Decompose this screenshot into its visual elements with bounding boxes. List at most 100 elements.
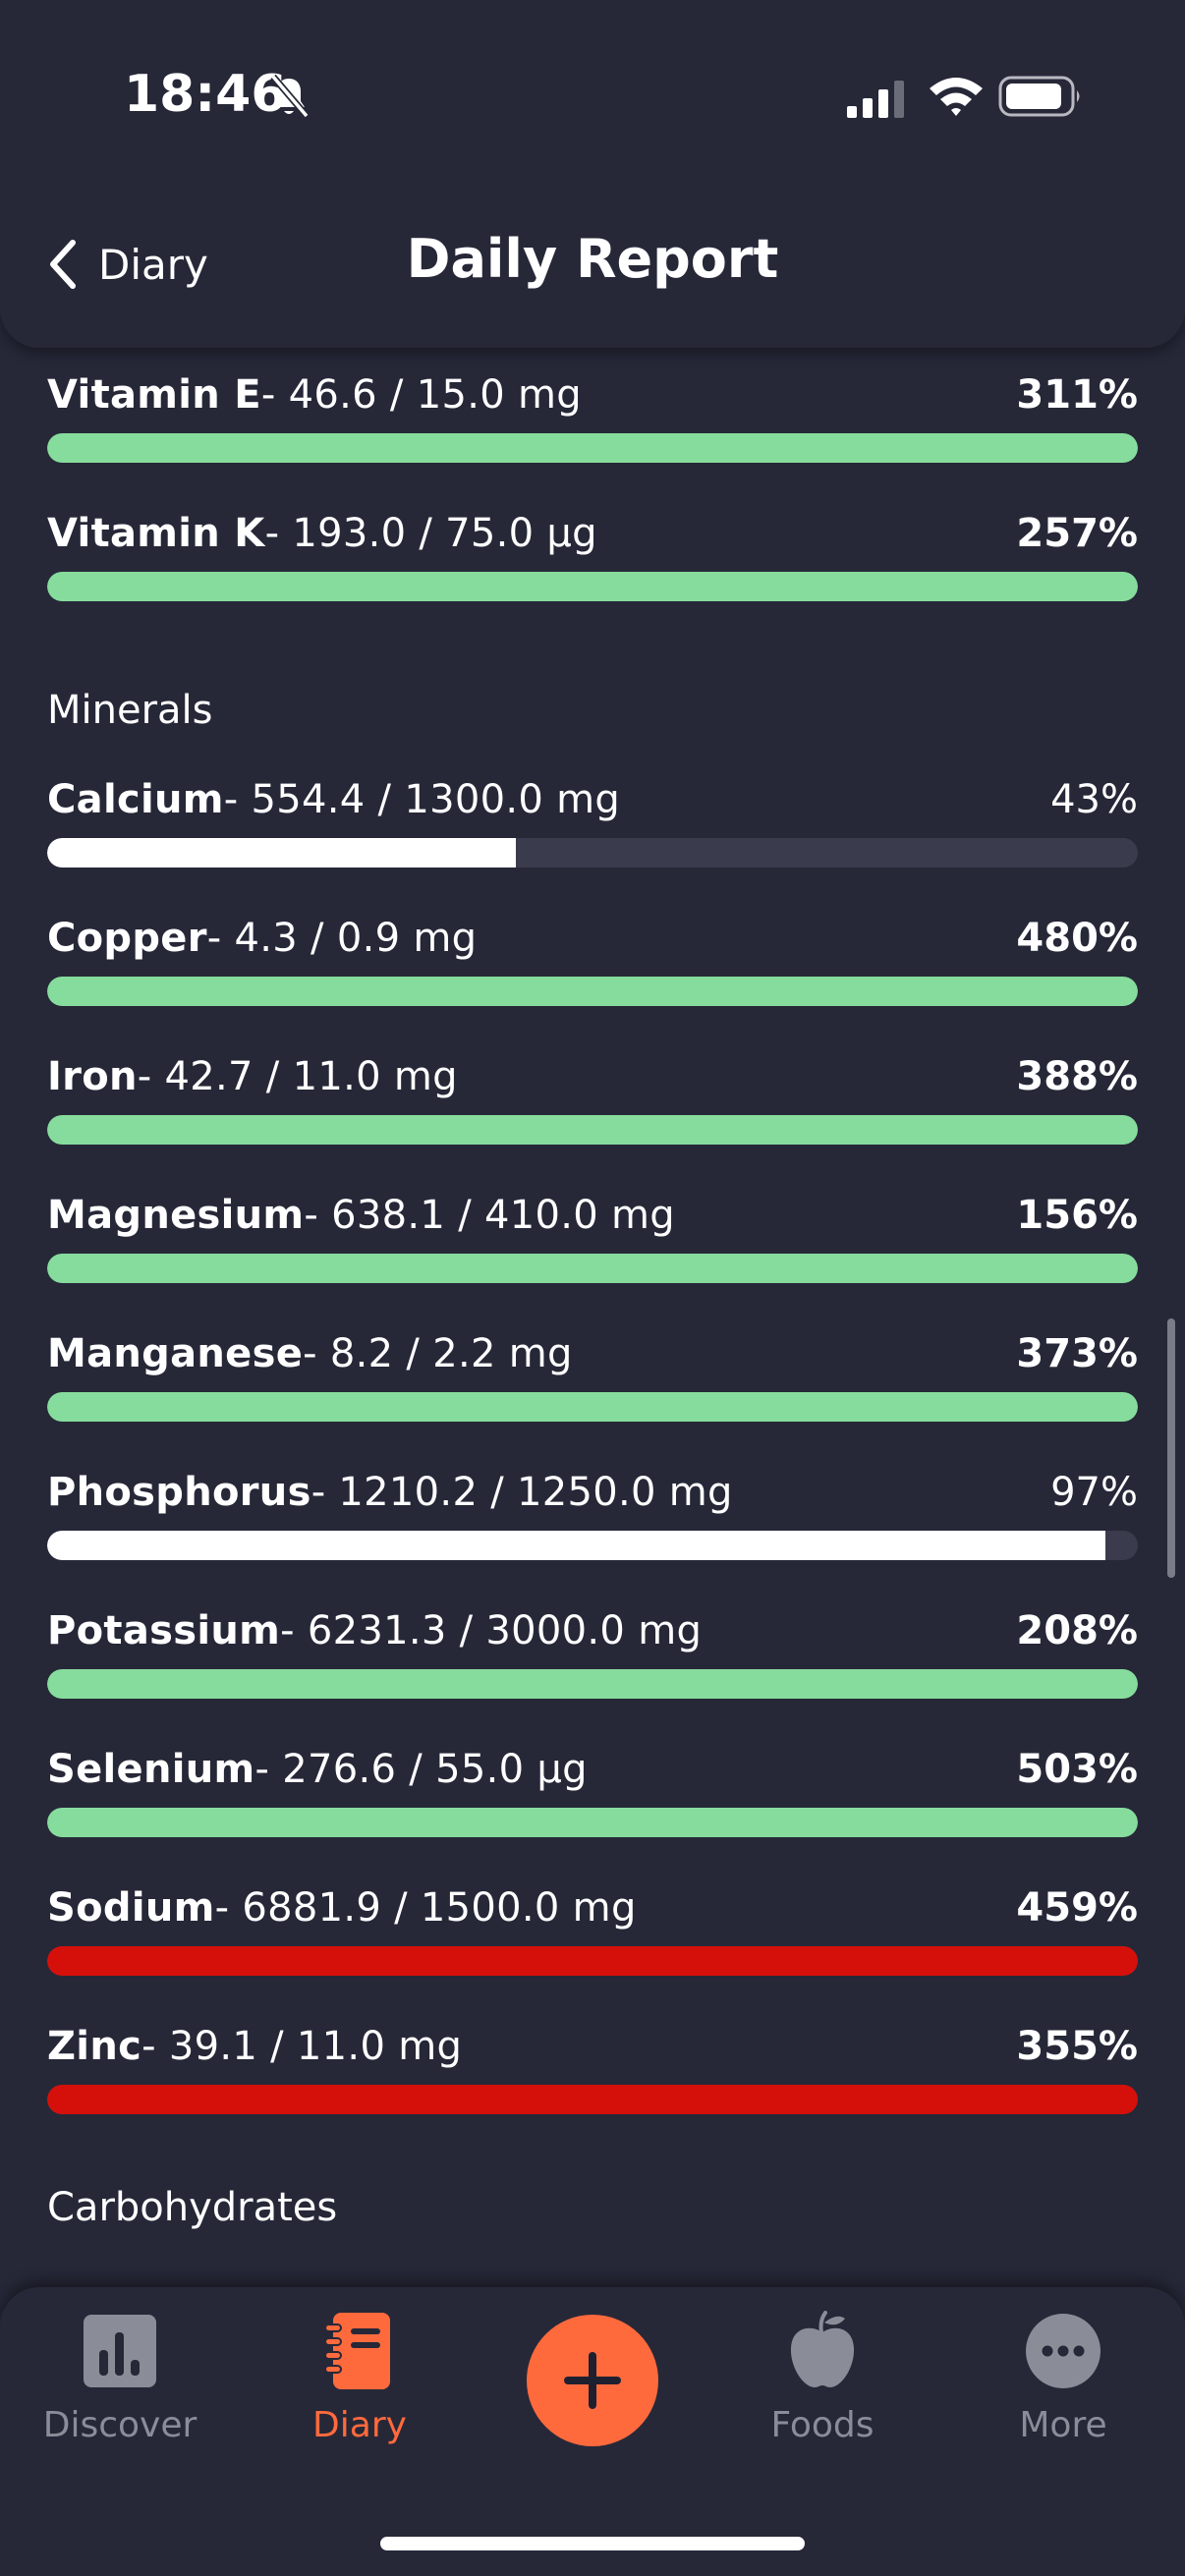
nutrient-amount: - 8.2 / 2.2 mg (303, 1331, 573, 1376)
add-button[interactable] (527, 2315, 658, 2446)
header: 18:46 (0, 0, 1185, 348)
nutrient-row[interactable]: Magnesium- 638.1 / 410.0 mg 156% (0, 1175, 1185, 1314)
scroll-indicator[interactable] (1167, 1318, 1175, 1578)
status-bar: 18:46 (0, 0, 1185, 187)
apple-icon (790, 2311, 855, 2387)
section-title: Carbohydrates (47, 2185, 338, 2230)
nutrient-row[interactable]: Vitamin K- 193.0 / 75.0 µg 257% (0, 493, 1185, 632)
tab-more[interactable]: More (965, 2311, 1161, 2468)
nutrient-label: Zinc- 39.1 / 11.0 mg (47, 2024, 462, 2069)
wifi-icon (930, 78, 983, 116)
nutrient-percent: 311% (1016, 372, 1138, 418)
progress-fill (47, 433, 1138, 463)
nutrient-percent: 156% (1016, 1193, 1138, 1238)
bell-muted-icon (270, 74, 310, 119)
tab-discover[interactable]: Discover (22, 2311, 218, 2468)
nutrient-row[interactable]: Iron- 42.7 / 11.0 mg 388% (0, 1036, 1185, 1175)
nutrient-name: Sodium (47, 1885, 215, 1931)
nutrient-section: Carbohydrates (0, 2158, 1185, 2257)
progress-track (47, 1392, 1138, 1422)
progress-track (47, 2085, 1138, 2114)
status-time: 18:46 (124, 65, 287, 124)
chevron-left-icon (50, 240, 76, 289)
nutrient-row[interactable]: Selenium- 276.6 / 55.0 µg 503% (0, 1729, 1185, 1868)
progress-fill (47, 1531, 1105, 1560)
progress-track (47, 1808, 1138, 1837)
nutrient-percent: 97% (1050, 1470, 1138, 1515)
nutrient-row[interactable]: Phosphorus- 1210.2 / 1250.0 mg 97% (0, 1452, 1185, 1591)
nutrient-name: Copper (47, 916, 207, 961)
nutrient-percent: 480% (1016, 916, 1138, 961)
nutrient-label: Sodium- 6881.9 / 1500.0 mg (47, 1885, 637, 1931)
nutrient-amount: - 4.3 / 0.9 mg (206, 916, 478, 961)
progress-track (47, 1669, 1138, 1699)
tab-bar: Discover Diary (0, 2287, 1185, 2576)
nutrient-amount: - 39.1 / 11.0 mg (141, 2024, 463, 2069)
notebook-icon (324, 2313, 390, 2389)
nutrient-label: Potassium- 6231.3 / 3000.0 mg (47, 1608, 702, 1653)
nutrient-name: Vitamin K (47, 511, 265, 556)
nutrient-row[interactable]: Zinc- 39.1 / 11.0 mg 355% (0, 2006, 1185, 2145)
nutrient-percent: 208% (1016, 1608, 1138, 1653)
nutrient-name: Zinc (47, 2024, 142, 2069)
nutrient-row[interactable]: Copper- 4.3 / 0.9 mg 480% (0, 898, 1185, 1036)
nutrient-amount: - 46.6 / 15.0 mg (260, 372, 582, 418)
tab-diary[interactable]: Diary (261, 2311, 458, 2468)
nutrient-percent: 459% (1016, 1885, 1138, 1931)
nutrient-row[interactable]: Calcium- 554.4 / 1300.0 mg 43% (0, 759, 1185, 898)
nutrient-percent: 373% (1016, 1331, 1138, 1376)
nutrient-name: Manganese (47, 1331, 304, 1376)
more-dots-icon (1026, 2314, 1100, 2388)
back-button[interactable]: Diary (45, 230, 208, 299)
nutrient-amount: - 554.4 / 1300.0 mg (223, 777, 621, 822)
chart-icon (84, 2315, 156, 2387)
nutrient-label: Vitamin K- 193.0 / 75.0 µg (47, 511, 597, 556)
progress-track (47, 1531, 1138, 1560)
nutrient-section: Minerals Calcium- 554.4 / 1300.0 mg 43% Cop… (0, 661, 1185, 2145)
nutrient-label: Calcium- 554.4 / 1300.0 mg (47, 777, 620, 822)
back-label: Diary (98, 240, 208, 289)
progress-fill (47, 572, 1138, 601)
nutrient-name: Magnesium (47, 1193, 305, 1238)
progress-track (47, 977, 1138, 1006)
progress-track (47, 433, 1138, 463)
report-content: Vitamin D- 2107.1 / 600.0 IU351%Vitamin … (0, 295, 1185, 2257)
nutrient-label: Magnesium- 638.1 / 410.0 mg (47, 1193, 675, 1238)
nutrient-label: Vitamin E- 46.6 / 15.0 mg (47, 372, 582, 418)
nutrient-row[interactable]: Potassium- 6231.3 / 3000.0 mg 208% (0, 1591, 1185, 1729)
progress-fill (47, 838, 517, 868)
nutrient-row[interactable]: Manganese- 8.2 / 2.2 mg 373% (0, 1314, 1185, 1452)
nutrient-amount: - 276.6 / 55.0 µg (254, 1747, 588, 1792)
progress-track (47, 1946, 1138, 1976)
home-indicator[interactable] (380, 2537, 805, 2550)
tab-label-more: More (1019, 2405, 1107, 2445)
progress-track (47, 572, 1138, 601)
nutrient-percent: 355% (1016, 2024, 1138, 2069)
progress-fill (47, 2085, 1138, 2114)
progress-fill (47, 1392, 1138, 1422)
tab-foods[interactable]: Foods (724, 2311, 921, 2468)
nutrient-label: Manganese- 8.2 / 2.2 mg (47, 1331, 573, 1376)
nutrient-percent: 388% (1016, 1054, 1138, 1099)
tab-label-diary: Diary (312, 2405, 407, 2445)
section-title: Minerals (47, 688, 213, 733)
report-scroll-area[interactable]: Vitamin D- 2107.1 / 600.0 IU351%Vitamin … (0, 295, 1185, 2289)
progress-track (47, 1115, 1138, 1145)
cellular-signal-icon (847, 81, 904, 118)
nutrient-percent: 503% (1016, 1747, 1138, 1792)
nutrient-label: Phosphorus- 1210.2 / 1250.0 mg (47, 1470, 733, 1515)
nutrient-name: Selenium (47, 1747, 255, 1792)
progress-track (47, 1254, 1138, 1283)
progress-track (47, 838, 1138, 868)
nutrient-amount: - 6231.3 / 3000.0 mg (280, 1608, 703, 1653)
nutrient-row[interactable]: Vitamin E- 46.6 / 15.0 mg 311% (0, 355, 1185, 493)
nutrient-name: Iron (47, 1054, 138, 1099)
nutrient-amount: - 6881.9 / 1500.0 mg (214, 1885, 637, 1931)
progress-fill (47, 977, 1138, 1006)
tab-label-discover: Discover (42, 2405, 198, 2445)
nutrient-name: Vitamin E (47, 372, 261, 418)
progress-fill (47, 1946, 1138, 1976)
nutrient-percent: 257% (1016, 511, 1138, 556)
plus-icon (564, 2352, 621, 2409)
nutrient-row[interactable]: Sodium- 6881.9 / 1500.0 mg 459% (0, 1868, 1185, 2006)
